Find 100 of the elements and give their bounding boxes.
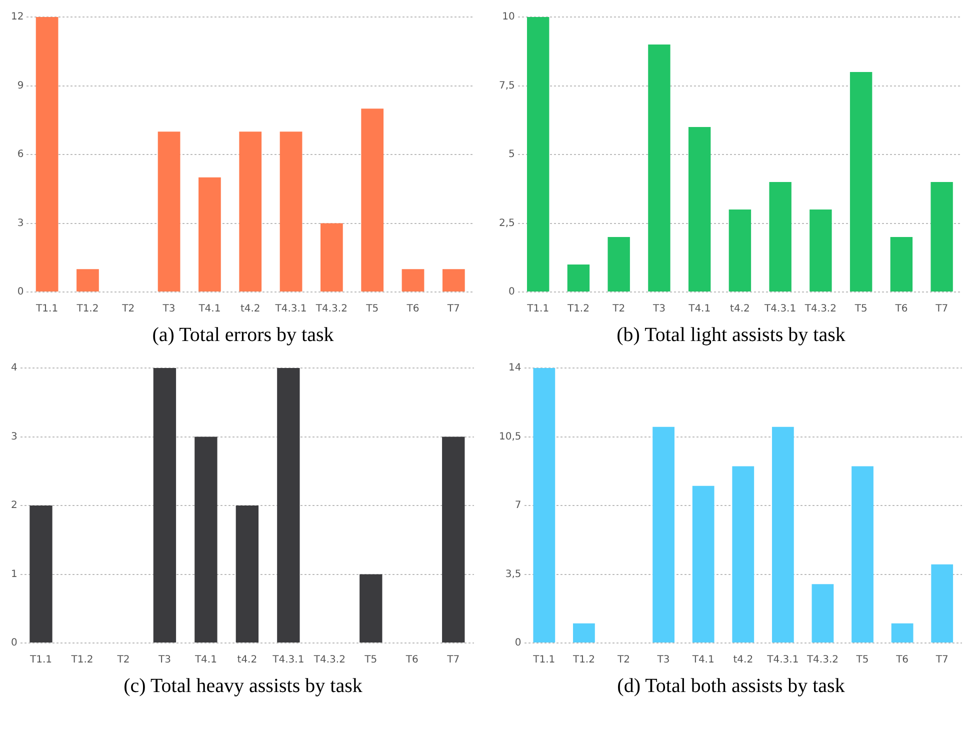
bar [236, 506, 259, 642]
x-tick-label: T3 [162, 304, 176, 315]
bar [239, 132, 262, 292]
bar [402, 269, 424, 292]
y-tick-label: 0 [17, 286, 24, 298]
x-tick-label: T1.1 [35, 304, 58, 315]
bar [320, 223, 343, 292]
bar [526, 17, 550, 292]
text: (b) Total light assists by task [616, 324, 846, 347]
y-tick-label: 12 [10, 12, 24, 23]
bar [652, 426, 674, 642]
bar [891, 623, 914, 642]
x-tick-label: t4.2 [240, 304, 260, 315]
x-tick-label: T4.3.2 [804, 304, 836, 315]
x-tick-label: t4.2 [730, 304, 750, 315]
y-tick-label: 2 [10, 500, 18, 512]
bar [931, 564, 954, 642]
x-tick-label: T4.3.2 [806, 654, 838, 666]
bar [567, 264, 590, 292]
x-tick-label: T6 [406, 304, 420, 315]
y-tick-label: 2,5 [498, 218, 515, 229]
x-tick-label: T1.1 [532, 654, 556, 666]
bar [280, 132, 302, 292]
bar [732, 466, 754, 642]
y-tick-label: 6 [17, 149, 24, 160]
x-tick-label: T2 [121, 304, 135, 315]
bar [890, 237, 913, 292]
y-tick-label: 4 [10, 362, 18, 374]
x-tick-label: T7 [446, 654, 460, 666]
x-tick-label: T6 [404, 654, 418, 666]
y-tick-label: 10,5 [499, 431, 522, 442]
x-tick-label: T7 [446, 304, 460, 315]
bar [772, 426, 794, 642]
x-tick-label: T4.1 [691, 654, 714, 666]
x-tick-label: T4.3.2 [314, 304, 348, 315]
y-tick-label: 3 [10, 431, 18, 442]
bar [442, 436, 465, 642]
y-tick-label: 3,5 [505, 568, 522, 580]
x-tick-label: T4.3.1 [274, 304, 307, 315]
bar [442, 269, 465, 292]
x-tick-label: T1.1 [526, 304, 550, 315]
x-tick-label: T6 [894, 304, 908, 315]
bar [812, 584, 834, 642]
y-tick-label: 1 [10, 568, 18, 580]
x-tick-label: T4.3.1 [766, 654, 799, 666]
x-tick-label: T6 [895, 654, 909, 666]
text: (c) Total heavy assists by task [122, 675, 364, 698]
bar [158, 132, 180, 292]
bar [810, 210, 832, 292]
bar [688, 127, 711, 292]
x-tick-label: T2 [116, 654, 130, 666]
x-tick-label: T2 [616, 654, 630, 666]
y-tick-label: 0 [514, 638, 522, 649]
x-tick-label: T1.2 [566, 304, 590, 315]
bar [360, 574, 382, 642]
y-tick-label: 0 [508, 286, 515, 298]
x-tick-label: T4.3.2 [312, 654, 346, 666]
text: (a) Total errors by task [151, 324, 335, 347]
x-tick-label: T7 [934, 654, 948, 666]
x-tick-label: T2 [612, 304, 626, 315]
y-tick-label: 7,5 [498, 80, 515, 92]
x-tick-label: t4.2 [237, 654, 258, 666]
x-tick-label: T1.1 [28, 654, 52, 666]
bar [76, 269, 99, 292]
x-tick-label: T7 [934, 304, 948, 315]
x-tick-label: T1.2 [70, 654, 94, 666]
y-tick-label: 3 [17, 218, 24, 229]
x-tick-label: T4.3.1 [272, 654, 304, 666]
y-tick-label: 14 [508, 362, 522, 374]
bar [36, 17, 58, 292]
bar [769, 182, 792, 292]
x-tick-label: t4.2 [733, 654, 754, 666]
x-tick-label: T4.3.1 [764, 304, 796, 315]
x-tick-label: T1.2 [76, 304, 99, 315]
bar [728, 210, 752, 292]
bar [194, 436, 218, 642]
y-tick-label: 5 [508, 149, 515, 160]
y-tick-label: 9 [17, 80, 24, 92]
bar [692, 486, 714, 642]
bar [361, 108, 384, 292]
y-tick-label: 7 [514, 500, 522, 512]
x-tick-label: T5 [365, 304, 379, 315]
y-tick-label: 0 [10, 638, 18, 649]
x-tick-label: T5 [364, 654, 378, 666]
bar [608, 237, 630, 292]
bar [277, 368, 300, 642]
x-tick-label: T3 [652, 304, 666, 315]
x-tick-label: T1.2 [572, 654, 595, 666]
bar [153, 368, 176, 642]
bar [198, 177, 221, 292]
bar [573, 623, 595, 642]
x-tick-label: T4.1 [198, 304, 221, 315]
bar [850, 72, 872, 292]
y-tick-label: 10 [502, 12, 515, 23]
x-tick-label: T4.1 [688, 304, 711, 315]
bar [30, 506, 52, 642]
x-tick-label: T4.1 [194, 654, 217, 666]
bar [648, 44, 670, 292]
bar [852, 466, 874, 642]
x-tick-label: T3 [656, 654, 670, 666]
